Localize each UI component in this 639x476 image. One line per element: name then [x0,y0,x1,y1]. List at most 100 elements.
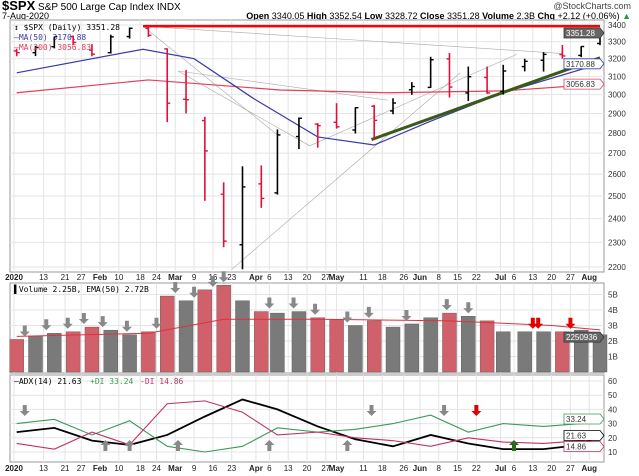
gray-arrow-down-icon [19,405,30,416]
date-tick-label: 13 [528,464,537,473]
date-tick-label: 27 [321,273,330,282]
ohlc-bar [314,123,321,148]
mdi-value-tag: 14.86 [563,441,605,452]
tag-box [563,58,605,70]
support-trendline [371,56,601,141]
fan-line [177,70,388,101]
low-label: Low [364,11,383,21]
ohlc-bar [352,107,359,134]
ohlc-bar [32,45,39,57]
date-tick-label: 24 [152,273,161,282]
date-tick-label: Feb [93,464,107,473]
ma200-legend: —MA(200) 3056.83 [14,43,91,52]
chg-label: Chg [537,11,556,21]
date-tick-label: 11 [359,273,368,282]
ohlc-bar [427,56,434,89]
volume-bar [270,312,285,373]
ohlc-bar [390,98,397,115]
volume-tick-label: 2B [608,337,618,346]
ma200-line [16,79,601,94]
date-tick-label: 27 [77,464,86,473]
volume-bar [47,333,62,373]
brand-link[interactable]: @StockCharts.com [553,1,631,11]
gray-arrow-down-icon [189,286,200,298]
volume-bar [103,329,118,373]
tag-text: 2250936 [566,333,598,342]
fan-line [309,54,517,147]
gray-arrow-down-icon [366,405,377,416]
price-legend: ↕ $SPX (Daily) 3351.28 [14,23,120,32]
price-tick-label: 2400 [608,215,626,224]
gray-arrow-down-icon [288,297,299,309]
volume-bar [423,317,438,373]
green-arrow-up-icon [508,440,519,451]
chart-title: $SPX S&P 500 Large Cap Index INDX [2,0,181,13]
date-tick-label: 27 [566,273,575,282]
ohlc-bar [107,34,114,54]
red-arrow-down-icon [565,317,576,329]
tag-box [563,441,605,452]
date-tick-label: 13 [528,273,537,282]
date-tick-label: Apr [249,273,263,282]
ohlc-bar [164,48,171,123]
volume-value-tag: 2250936 [563,331,605,343]
price-tick-label: 2200 [608,263,626,272]
chg-value: +2.12 (+0.06%) [557,11,620,21]
date-tick-label: 13 [284,273,293,282]
ohlc-bar [578,45,585,58]
volume-bar [254,311,269,373]
volume-tick-label: 1B [608,353,618,362]
date-tick-label: 20 [547,273,556,282]
ohlc-bar [371,104,378,140]
date-tick-label: 21 [61,273,70,282]
price-tick-label: 2600 [608,170,626,179]
gray-arrow-up-icon [172,440,183,451]
gray-arrow-down-icon [78,313,89,325]
ohlc-bar [51,35,58,49]
date-tick-label: 20 [547,464,556,473]
date-tick-label: 22 [472,273,481,282]
date-tick-label: 6 [267,273,272,282]
adx-series-di [16,400,601,450]
open-value: 3340.05 [271,11,305,21]
tag-text: 3351.28 [566,29,595,38]
ohlc-bar [183,69,190,114]
red-arrow-down-icon [533,317,544,329]
volume-ema-line [16,318,601,337]
volume-bar [291,311,307,373]
gray-arrow-down-icon [121,320,132,332]
tag-box [563,413,605,425]
date-tick-label: Jun [413,273,427,282]
date-tick-label: 15 [453,464,462,473]
gray-arrow-down-icon [264,297,275,309]
date-tick-label: 20 [303,273,312,282]
price-tick-label: 3100 [608,72,626,81]
volume-bar [216,285,231,373]
adx-tick-label: 40 [608,405,617,414]
date-tick-label: 8 [436,273,441,282]
ohlc-bar [500,64,507,95]
symbol: $SPX [2,0,36,13]
price-tick-label: 3300 [608,38,626,47]
gray-arrow-down-icon [19,325,30,337]
up-triangle-icon: ▲ [622,11,631,21]
open-label: Open [246,11,270,21]
price-tick-label: 2500 [608,192,626,201]
close-value: 3351.28 [447,11,480,21]
date-tick-label: Jul [495,464,507,473]
date-tick-label: 10 [114,464,123,473]
fan-line [231,72,461,270]
date-tick-label: 13 [39,273,48,282]
gray-arrow-down-icon [441,299,452,311]
ohlc-bar [220,182,227,248]
gray-arrow-down-icon [401,309,412,321]
adx-value-tag: 21.63 [563,430,605,441]
date-tick-label: Aug [581,273,597,282]
date-tick-label: 18 [378,273,387,282]
gray-arrow-up-icon [264,440,275,451]
ma50-legend: —MA(50) 3170.88 [14,33,86,42]
red-arrow-down-icon [471,405,482,416]
gray-arrow-down-icon [218,271,229,283]
adx-tick-label: 50 [608,391,617,400]
